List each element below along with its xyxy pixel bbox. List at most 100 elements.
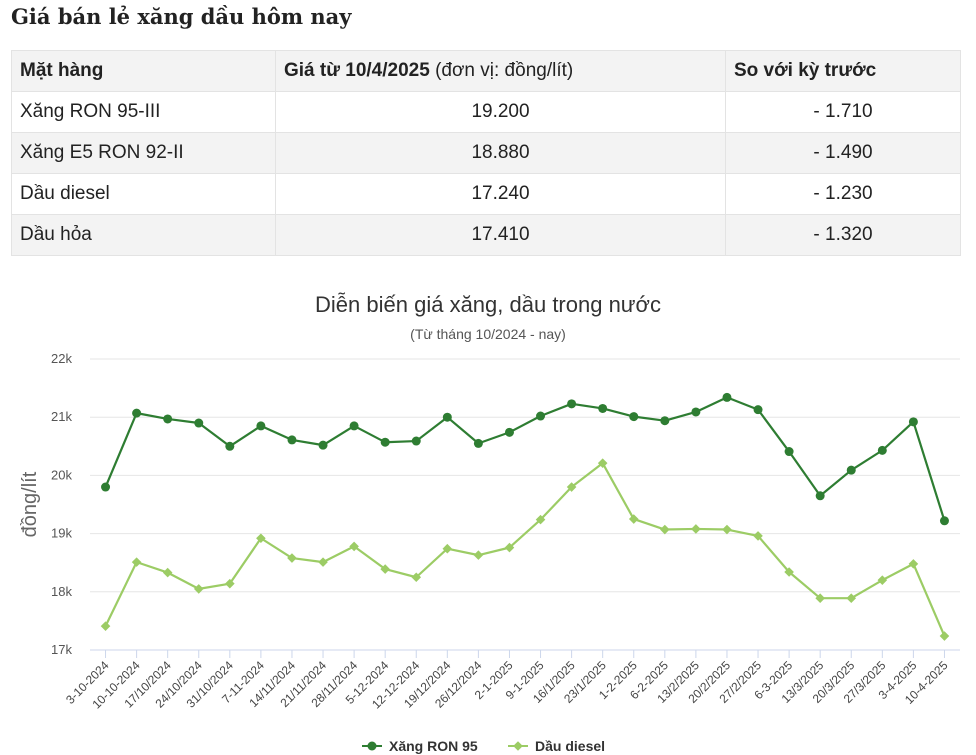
data-point[interactable] xyxy=(318,557,328,567)
data-point[interactable] xyxy=(411,436,421,446)
series-line xyxy=(104,462,946,637)
series-line xyxy=(104,396,946,522)
data-point[interactable] xyxy=(162,567,173,578)
data-point[interactable] xyxy=(380,564,390,574)
legend-marker xyxy=(367,741,377,751)
legend-item[interactable]: Xăng RON 95 xyxy=(362,738,478,754)
data-point[interactable] xyxy=(442,412,452,422)
table-header-row: Mặt hàng Giá từ 10/4/2025 (đơn vị: đồng/… xyxy=(11,50,961,92)
table-row: Xăng RON 95-III 19.200 - 1.710 xyxy=(11,91,961,133)
chart-title: Diễn biến giá xăng, dầu trong nước xyxy=(315,292,661,317)
product-cell: Xăng RON 95-III xyxy=(11,91,276,133)
data-point[interactable] xyxy=(535,514,546,525)
data-point[interactable] xyxy=(380,437,390,447)
data-point[interactable] xyxy=(815,491,825,501)
change-cell: - 1.320 xyxy=(725,214,961,256)
header-price-unit: (đơn vị: đồng/lít) xyxy=(429,60,574,81)
data-point[interactable] xyxy=(287,553,297,563)
data-point[interactable] xyxy=(660,524,670,535)
data-point[interactable] xyxy=(846,593,857,604)
data-point[interactable] xyxy=(691,524,701,534)
data-point[interactable] xyxy=(784,447,794,457)
data-point[interactable] xyxy=(784,567,794,577)
table-row: Dầu diesel 17.240 - 1.230 xyxy=(11,173,961,215)
data-point[interactable] xyxy=(567,399,577,409)
y-tick-label: 20k xyxy=(51,467,72,482)
legend[interactable]: Xăng RON 95 Dầu diesel xyxy=(362,738,605,754)
grid-layer xyxy=(90,358,960,651)
change-cell: - 1.710 xyxy=(725,91,961,133)
legend-label: Xăng RON 95 xyxy=(389,738,478,754)
data-point[interactable] xyxy=(753,405,763,415)
data-point[interactable] xyxy=(939,516,949,526)
data-point[interactable] xyxy=(877,575,888,585)
data-point[interactable] xyxy=(473,550,484,560)
data-point[interactable] xyxy=(349,421,359,431)
data-point[interactable] xyxy=(193,584,204,594)
data-point[interactable] xyxy=(629,412,639,422)
axis-layer: 17k18k19k20k21k22k3-10-202410-10-202417/… xyxy=(19,351,960,712)
change-cell: - 1.230 xyxy=(725,173,961,215)
header-price-date: Giá từ 10/4/2025 xyxy=(284,60,430,81)
data-point[interactable] xyxy=(722,392,732,402)
legend-item[interactable]: Dầu diesel xyxy=(508,738,605,754)
data-point[interactable] xyxy=(131,557,142,567)
data-point[interactable] xyxy=(349,541,359,552)
data-point[interactable] xyxy=(691,407,701,417)
product-cell: Xăng E5 RON 92-II xyxy=(11,132,276,174)
data-point[interactable] xyxy=(908,559,919,569)
data-point[interactable] xyxy=(722,524,732,535)
header-product: Mặt hàng xyxy=(11,50,276,92)
data-point[interactable] xyxy=(287,435,297,445)
product-cell: Dầu hỏa xyxy=(11,214,276,256)
series-diesel xyxy=(100,458,950,641)
data-point[interactable] xyxy=(598,403,608,413)
data-point[interactable] xyxy=(597,458,608,468)
change-cell: - 1.490 xyxy=(725,132,961,174)
data-point[interactable] xyxy=(877,445,887,455)
data-point[interactable] xyxy=(256,421,266,431)
data-point[interactable] xyxy=(100,621,111,631)
data-point[interactable] xyxy=(939,631,950,641)
legend-label: Dầu diesel xyxy=(535,738,605,754)
chart-subtitle: (Từ tháng 10/2024 - nay) xyxy=(410,326,566,342)
data-point[interactable] xyxy=(442,543,453,554)
data-point[interactable] xyxy=(225,441,235,451)
price-cell: 19.200 xyxy=(275,91,726,133)
data-point[interactable] xyxy=(318,440,328,450)
data-point[interactable] xyxy=(753,531,763,541)
data-point[interactable] xyxy=(815,593,825,604)
y-axis-label: đồng/lít xyxy=(19,471,41,537)
series-layer xyxy=(100,392,950,641)
data-point[interactable] xyxy=(225,578,235,589)
y-tick-label: 21k xyxy=(51,409,72,424)
data-point[interactable] xyxy=(908,417,918,427)
data-point[interactable] xyxy=(660,416,670,426)
data-point[interactable] xyxy=(194,418,204,428)
data-point[interactable] xyxy=(256,533,266,544)
data-point[interactable] xyxy=(504,427,514,437)
y-tick-label: 19k xyxy=(51,526,72,541)
price-cell: 17.240 xyxy=(275,173,726,215)
data-point[interactable] xyxy=(846,465,856,475)
data-point[interactable] xyxy=(101,482,111,492)
data-point[interactable] xyxy=(628,514,639,524)
table-row: Xăng E5 RON 92-II 18.880 - 1.490 xyxy=(11,132,961,174)
data-point[interactable] xyxy=(536,411,546,421)
data-point[interactable] xyxy=(566,482,577,492)
table-row: Dầu hỏa 17.410 - 1.320 xyxy=(11,214,961,256)
y-tick-label: 22k xyxy=(51,351,72,366)
series-ron95 xyxy=(101,392,949,526)
data-point[interactable] xyxy=(132,408,142,418)
data-point[interactable] xyxy=(473,438,483,448)
price-cell: 17.410 xyxy=(275,214,726,256)
page-title: Giá bán lẻ xăng dầu hôm nay xyxy=(11,4,352,29)
price-cell: 18.880 xyxy=(275,132,726,174)
legend-marker xyxy=(513,741,523,751)
y-tick-label: 18k xyxy=(51,584,72,599)
data-point[interactable] xyxy=(163,414,173,424)
y-tick-label: 17k xyxy=(51,642,72,657)
fuel-price-table: Mặt hàng Giá từ 10/4/2025 (đơn vị: đồng/… xyxy=(11,50,961,256)
price-line-chart: 17k18k19k20k21k22k3-10-202410-10-202417/… xyxy=(19,351,960,754)
header-price: Giá từ 10/4/2025 (đơn vị: đồng/lít) xyxy=(275,50,726,92)
